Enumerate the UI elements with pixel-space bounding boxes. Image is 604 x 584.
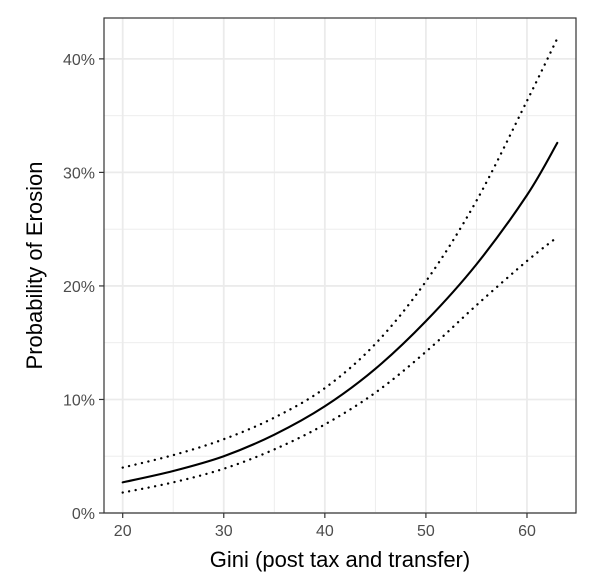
series-line-lower-bound (121, 235, 559, 494)
x-tick-label: 50 (417, 523, 435, 540)
y-tick-label: 40% (63, 52, 95, 69)
grid-minor (104, 18, 576, 513)
x-tick-label: 60 (518, 523, 536, 540)
x-tick-label: 30 (215, 523, 233, 540)
x-tick-label: 20 (114, 523, 132, 540)
series-layer (121, 37, 559, 494)
plot-panel (103, 17, 577, 514)
series-line-upper-bound (121, 37, 559, 469)
y-tick-label: 30% (63, 165, 95, 182)
x-axis: 20 30 40 50 60 (114, 513, 536, 540)
panel-border (103, 17, 577, 514)
y-axis-title: Probability of Erosion (22, 162, 47, 370)
y-tick-label: 20% (63, 279, 95, 296)
y-axis: 0% 10% 20% 30% 40% (63, 52, 104, 523)
x-tick-label: 40 (316, 523, 334, 540)
y-tick-label: 0% (72, 506, 95, 523)
y-tick-label: 10% (63, 392, 95, 409)
x-axis-title: Gini (post tax and transfer) (210, 547, 470, 572)
series-line-estimate (121, 141, 559, 484)
